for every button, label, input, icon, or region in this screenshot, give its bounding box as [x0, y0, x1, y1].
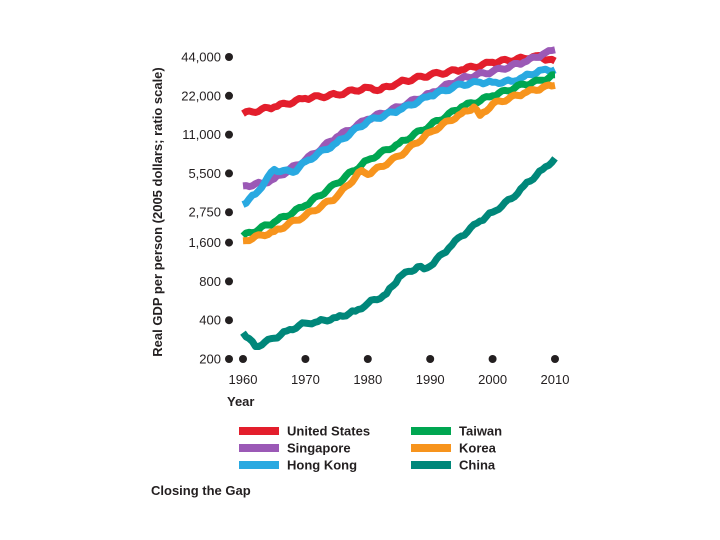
series-line-singapore — [242, 46, 556, 191]
legend-item-taiwan: Taiwan — [411, 424, 502, 439]
y-tick-label-22000: 22,000 — [181, 88, 221, 103]
x-tick-dot-1960 — [239, 355, 247, 363]
legend-swatch-taiwan — [411, 427, 451, 435]
legend-swatch-singapore — [239, 444, 279, 452]
y-tick-dot-400 — [225, 316, 233, 325]
series-layer — [240, 46, 558, 350]
series-line-united-states — [241, 52, 557, 117]
legend-label-china: China — [459, 458, 496, 473]
y-tick-label-1600: 1,600 — [188, 235, 221, 250]
x-tick-dot-1970 — [301, 355, 310, 363]
chart-caption: Closing the Gap — [151, 483, 251, 498]
legend-item-china: China — [411, 458, 496, 473]
y-tick-dot-200 — [225, 355, 233, 363]
x-axis: 1960 1970 1980 1990 2000 2010 — [229, 355, 570, 387]
y-tick-label-800: 800 — [199, 274, 221, 289]
series-line-hong-kong — [241, 65, 557, 208]
x-tick-label-2010: 2010 — [541, 372, 570, 387]
y-tick-label-2750: 2,750 — [188, 205, 221, 220]
y-tick-label-200: 200 — [199, 352, 221, 367]
legend-label-hong-kong: Hong Kong — [287, 458, 357, 473]
legend-label-taiwan: Taiwan — [459, 424, 502, 439]
x-tick-label-1980: 1980 — [353, 372, 382, 387]
legend-label-korea: Korea — [459, 441, 497, 456]
y-tick-dot-44000 — [225, 53, 233, 61]
series-line-korea — [242, 81, 556, 245]
legend-item-hong-kong: Hong Kong — [239, 458, 357, 473]
legend-swatch-hong-kong — [239, 461, 279, 469]
y-axis-title: Real GDP per person (2005 dollars; ratio… — [150, 67, 165, 357]
x-axis-title: Year — [227, 394, 254, 409]
y-tick-dot-11000 — [225, 130, 233, 139]
legend-item-united-states: United States — [239, 424, 370, 439]
y-tick-dot-5500 — [225, 169, 233, 178]
legend-swatch-korea — [411, 444, 451, 452]
x-tick-dot-2010 — [551, 355, 559, 363]
legend-label-united-states: United States — [287, 424, 370, 439]
y-tick-label-5500: 5,500 — [188, 166, 221, 181]
x-tick-dot-1990 — [426, 355, 435, 363]
x-tick-dot-1980 — [363, 355, 372, 363]
y-axis: 200 400 800 1,600 2,750 5,500 11,000 22,000 44,0… — [181, 50, 233, 367]
legend-swatch-china — [411, 461, 451, 469]
y-tick-label-400: 400 — [199, 313, 221, 328]
y-tick-label-11000: 11,000 — [182, 127, 221, 142]
y-tick-dot-2750 — [225, 208, 233, 217]
legend-item-singapore: Singapore — [239, 441, 351, 456]
x-tick-label-2000: 2000 — [478, 372, 507, 387]
series-line-china — [240, 156, 558, 350]
y-tick-dot-22000 — [225, 91, 233, 100]
x-tick-dot-2000 — [488, 355, 497, 363]
y-tick-label-44000: 44,000 — [181, 50, 221, 65]
x-tick-label-1990: 1990 — [416, 372, 445, 387]
legend-item-korea: Korea — [411, 441, 497, 456]
x-tick-label-1960: 1960 — [229, 372, 258, 387]
y-tick-dot-1600 — [225, 238, 233, 247]
y-tick-dot-800 — [225, 277, 233, 286]
legend: United States Singapore Hong Kong Taiwan Kor… — [239, 424, 502, 473]
series-line-taiwan — [240, 71, 556, 239]
x-tick-label-1970: 1970 — [291, 372, 320, 387]
legend-label-singapore: Singapore — [287, 441, 351, 456]
legend-swatch-united-states — [239, 427, 279, 435]
